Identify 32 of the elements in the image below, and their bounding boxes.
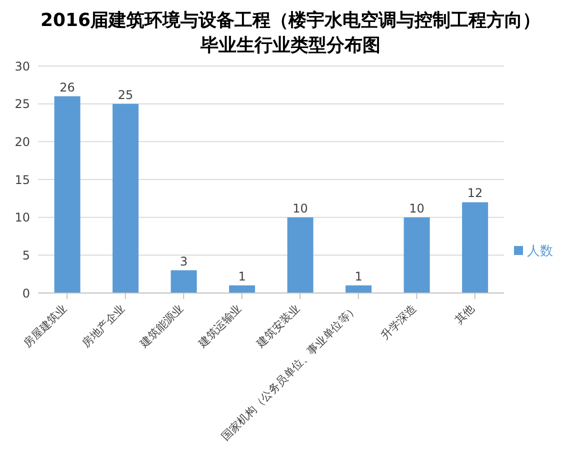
- x-tick-label: 房屋建筑业: [21, 302, 70, 350]
- bar: [462, 202, 488, 293]
- y-tick-label: 20: [14, 134, 30, 149]
- x-tick-label: 建筑能源业: [136, 302, 186, 351]
- bar: [229, 285, 256, 293]
- bar: [112, 104, 139, 293]
- data-label: 10: [292, 201, 308, 216]
- chart-title: 2016届建筑环境与设备工程（楼宇水电空调与控制工程方向）毕业生行业类型分布图: [39, 9, 542, 58]
- x-tick-label: 建筑运输业: [195, 302, 244, 351]
- data-label: 1: [354, 269, 362, 284]
- y-tick-label: 15: [14, 172, 30, 187]
- y-tick-label: 0: [22, 286, 30, 300]
- bar: [346, 285, 372, 293]
- bar: [54, 96, 80, 293]
- x-tick-label: 建筑安装业: [253, 302, 302, 351]
- legend-label: 人数: [527, 244, 553, 258]
- x-tick-label: 房地产企业: [79, 302, 128, 350]
- data-label: 3: [180, 254, 188, 268]
- data-label: 1: [238, 269, 246, 284]
- x-tick-label: 升学深造: [378, 302, 419, 342]
- x-tick-label: 其他: [452, 302, 477, 327]
- y-tick-label: 25: [14, 97, 30, 112]
- y-tick-label: 10: [14, 210, 30, 225]
- y-tick-label: 30: [14, 59, 30, 74]
- data-label: 26: [60, 80, 75, 94]
- bar: [170, 270, 197, 293]
- bar: [287, 217, 314, 293]
- data-label: 10: [409, 201, 424, 216]
- bar: [404, 217, 430, 293]
- data-label: 12: [467, 186, 483, 200]
- y-tick-label: 5: [22, 248, 30, 262]
- data-label: 25: [118, 88, 134, 102]
